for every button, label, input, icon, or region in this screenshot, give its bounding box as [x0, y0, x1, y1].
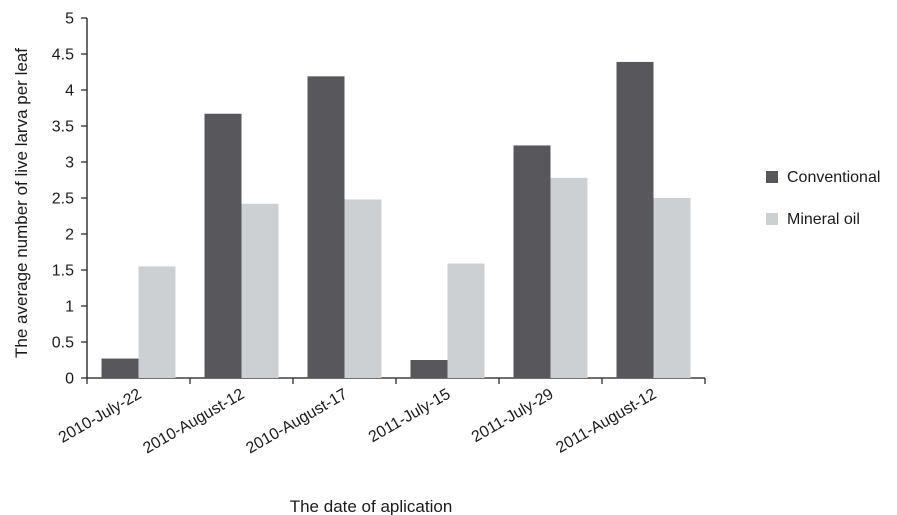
- bar-conventional: [204, 113, 242, 378]
- x-tick-label: 2010-August-17: [243, 386, 350, 458]
- x-axis-title: The date of aplication: [290, 497, 453, 515]
- bar-mineral-oil: [344, 199, 382, 378]
- bar-mineral-oil: [653, 198, 691, 378]
- y-tick-label: 1: [65, 299, 74, 316]
- axes: [81, 17, 706, 384]
- x-tick-label: 2010-August-12: [140, 386, 247, 458]
- y-tick-label: 4.5: [52, 47, 74, 64]
- y-tick-label: 3.5: [52, 119, 74, 136]
- bar-mineral-oil: [550, 177, 588, 378]
- legend-swatch: [766, 171, 778, 183]
- y-tick-label: 1.5: [52, 263, 74, 280]
- x-tick-label: 2011-July-29: [469, 386, 557, 446]
- legend: Conventional Mineral oil: [766, 169, 880, 228]
- y-tick-label: 3: [65, 155, 74, 172]
- legend-swatch: [766, 213, 778, 225]
- y-tick-label: 2: [65, 227, 74, 244]
- y-tick-labels: 0 0.5 1 1.5 2 2.5 3 3.5 4 4.5 5: [52, 11, 74, 388]
- bar-conventional: [307, 76, 345, 378]
- y-axis-title: The average number of live larva per lea…: [12, 48, 31, 358]
- y-tick-label: 5: [65, 11, 74, 28]
- x-tick-label: 2010-July-22: [56, 386, 145, 447]
- bars: [101, 61, 691, 379]
- bar-mineral-oil: [241, 203, 279, 378]
- bar-mineral-oil: [447, 263, 485, 378]
- bar-conventional: [410, 360, 448, 378]
- y-tick-label: 0: [65, 371, 74, 388]
- x-tick-label: 2011-August-12: [553, 386, 659, 457]
- bar-conventional: [513, 145, 551, 378]
- bar-conventional: [101, 358, 139, 378]
- legend-label: Mineral oil: [787, 211, 860, 228]
- bar-mineral-oil: [138, 266, 176, 378]
- x-tick-label: 2011-July-15: [366, 386, 454, 446]
- y-tick-label: 4: [65, 83, 74, 100]
- y-tick-label: 2.5: [52, 191, 74, 208]
- y-tick-label: 0.5: [52, 335, 74, 352]
- x-tick-labels: 2010-July-222010-August-122010-August-17…: [56, 386, 660, 458]
- legend-label: Conventional: [787, 169, 880, 186]
- bar-conventional: [616, 61, 654, 379]
